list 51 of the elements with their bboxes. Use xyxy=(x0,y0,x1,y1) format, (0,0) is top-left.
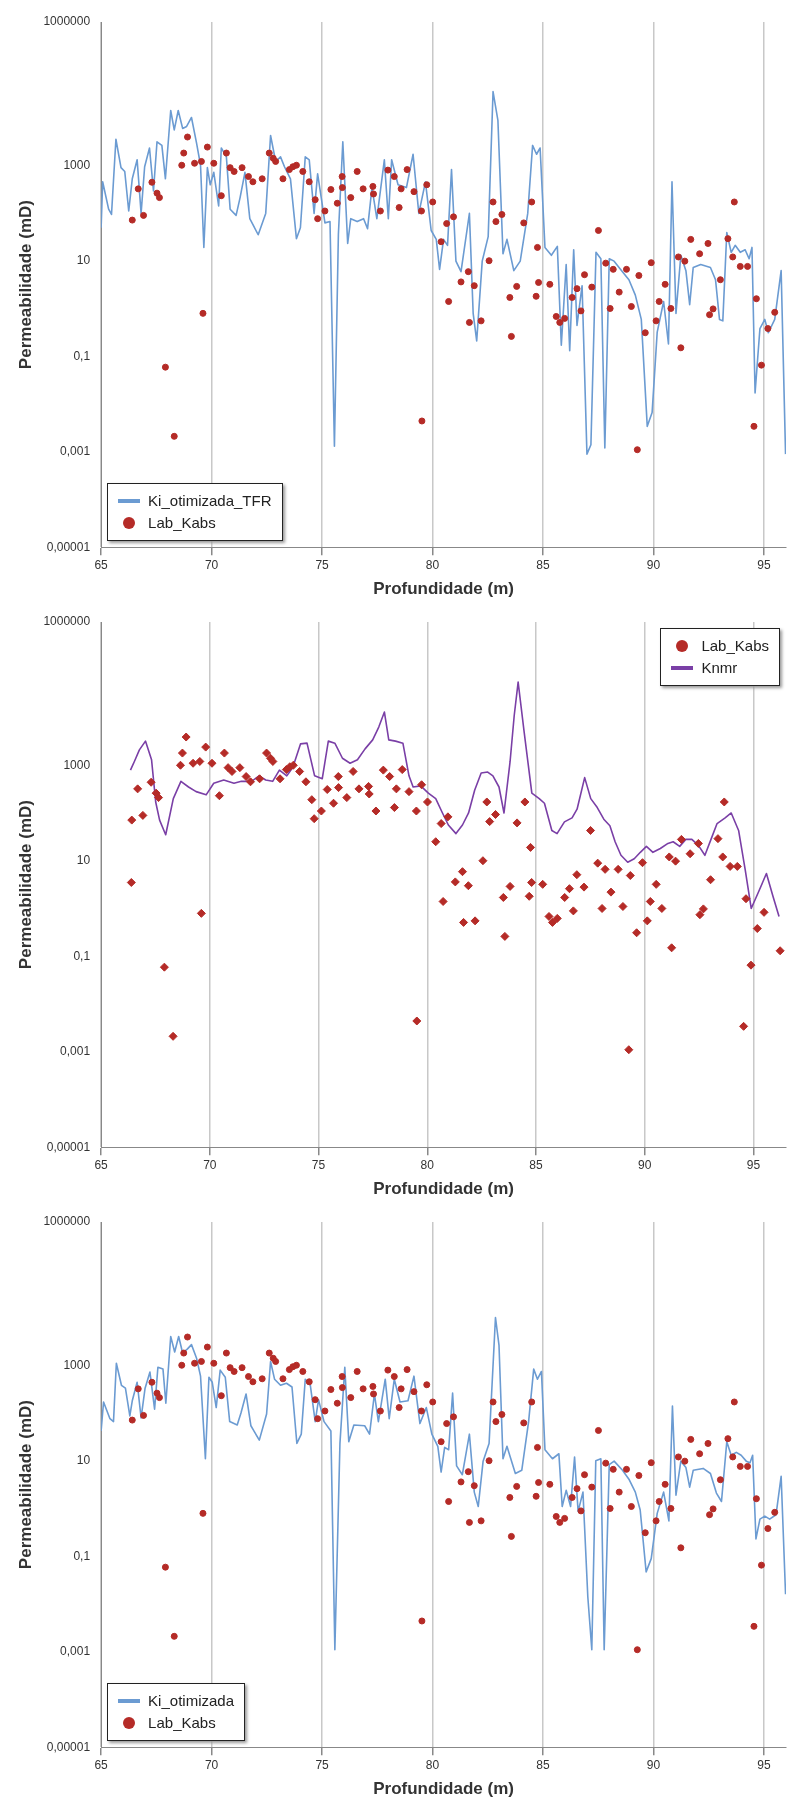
y-tick-label: 0,001 xyxy=(60,1044,91,1059)
x-tick-label: 80 xyxy=(420,1157,435,1172)
x-tick-label: 90 xyxy=(646,1757,661,1772)
x-tick-label: 75 xyxy=(315,557,330,572)
x-tick-label: 65 xyxy=(94,557,109,572)
y-tick-label: 0,1 xyxy=(73,1548,91,1563)
x-tick-label: 90 xyxy=(638,1157,652,1172)
x-tick-label: 80 xyxy=(425,557,440,572)
y-tick-label: 0,001 xyxy=(60,444,91,459)
y-axis-title: Permeabilidade (mD) xyxy=(15,800,35,970)
y-axis-title: Permeabilidade (mD) xyxy=(15,200,35,370)
y-tick-label: 1000 xyxy=(63,157,91,172)
x-tick-label: 75 xyxy=(315,1757,330,1772)
y-tick-label: 1000000 xyxy=(43,1214,91,1229)
y-tick-label: 10 xyxy=(76,253,91,268)
y-tick-label: 0,00001 xyxy=(46,1739,91,1754)
legend-label: Ki_otimizada xyxy=(148,1691,234,1712)
legend-label: Lab_Kabs xyxy=(701,636,769,656)
x-tick-label: 70 xyxy=(204,1757,219,1772)
legend-label: Ki_otimizada_TFR xyxy=(148,491,272,512)
x-axis-title: Profundidade (m) xyxy=(373,1779,514,1799)
y-tick-label: 0,1 xyxy=(73,348,91,363)
y-tick-label: 1000000 xyxy=(43,614,91,629)
y-tick-label: 10 xyxy=(76,1453,91,1468)
x-tick-label: 95 xyxy=(757,1757,771,1772)
x-tick-label: 85 xyxy=(529,1157,543,1172)
y-tick-label: 1000 xyxy=(63,757,91,772)
x-axis-title: Profundidade (m) xyxy=(373,1179,514,1199)
legend-label: Lab_Kabs xyxy=(148,513,216,534)
y-tick-label: 1000 xyxy=(63,1357,91,1372)
x-tick-label: 65 xyxy=(94,1157,109,1172)
x-axis-title: Profundidade (m) xyxy=(373,579,514,599)
y-tick-label: 0,1 xyxy=(73,948,91,963)
y-tick-label: 1000000 xyxy=(43,14,91,29)
x-tick-label: 85 xyxy=(536,557,550,572)
legend-label: Lab_Kabs xyxy=(148,1713,216,1734)
x-tick-label: 90 xyxy=(646,557,661,572)
legend-label: Knmr xyxy=(701,658,738,678)
x-tick-label: 95 xyxy=(746,1157,761,1172)
x-tick-label: 70 xyxy=(204,557,219,572)
x-tick-label: 70 xyxy=(203,1157,217,1172)
x-tick-label: 65 xyxy=(94,1757,109,1772)
y-tick-label: 0,001 xyxy=(60,1644,91,1659)
y-tick-label: 10 xyxy=(76,853,91,868)
y-tick-label: 0,00001 xyxy=(46,539,91,554)
x-tick-label: 85 xyxy=(536,1757,550,1772)
x-tick-label: 95 xyxy=(757,557,771,572)
y-axis-title: Permeabilidade (mD) xyxy=(15,1400,35,1570)
x-tick-label: 75 xyxy=(311,1157,326,1172)
y-tick-label: 0,00001 xyxy=(46,1139,91,1154)
x-tick-label: 80 xyxy=(425,1757,440,1772)
